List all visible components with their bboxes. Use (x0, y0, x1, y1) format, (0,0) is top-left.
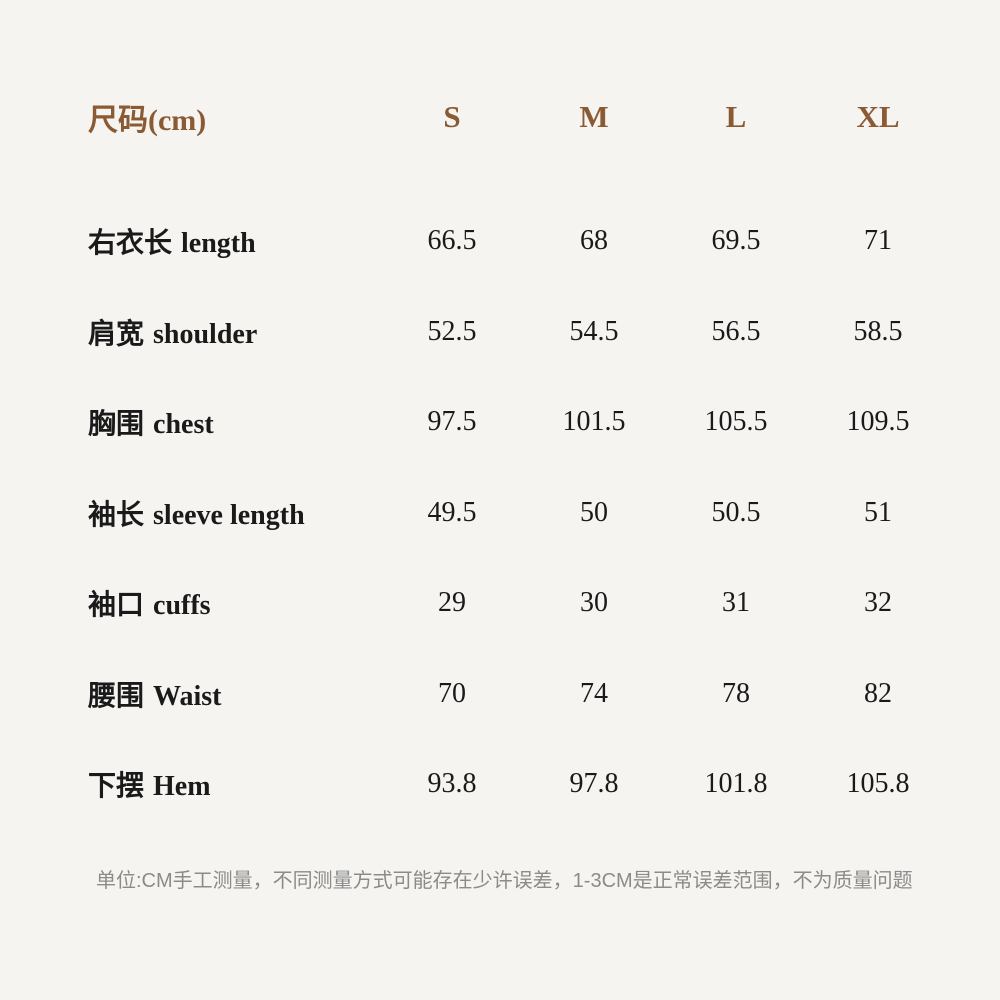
cell-value: 78 (722, 677, 750, 709)
cell-value: 109.5 (846, 406, 910, 438)
row-label-zh: 袖口 (88, 589, 145, 621)
measurement-disclaimer: 单位:CM手工测量，不同测量方式可能存在少许误差，1-3CM是正常误差范围，不为… (96, 870, 913, 892)
cell-value: 52.5 (427, 315, 477, 347)
row-label-zh: 右衣长 (88, 227, 173, 259)
size-column-xl: XL (856, 99, 900, 134)
row-label-zh: 肩宽 (88, 317, 145, 349)
row-label-zh: 腰围 (88, 679, 145, 711)
row-label: 右衣长 length (88, 221, 381, 261)
cell-value: 101.8 (704, 768, 768, 800)
cell-value: 97.5 (427, 406, 477, 438)
table-row-cuffs: 袖口 cuffs 29 30 31 32 (88, 558, 949, 649)
row-label-en: shoulder (153, 318, 258, 350)
cell-value: 105.5 (704, 406, 768, 438)
size-header-unit: (cm) (148, 104, 207, 137)
row-label-zh: 袖长 (88, 498, 145, 530)
table-row-hem: 下摆 Hem 93.8 97.8 101.8 105.8 (88, 739, 949, 830)
cell-value: 71 (864, 225, 892, 257)
cell-value: 68 (580, 225, 608, 257)
row-label: 下摆 Hem (88, 764, 381, 804)
cell-value: 70 (438, 677, 466, 709)
table-row-length: 右衣长 length 66.5 68 69.5 71 (88, 196, 949, 287)
cell-value: 105.8 (846, 768, 910, 800)
cell-value: 31 (722, 587, 750, 619)
row-label: 袖长 sleeve length (88, 493, 381, 533)
row-label-en: chest (153, 409, 214, 441)
table-row-waist: 腰围 Waist 70 74 78 82 (88, 649, 949, 740)
row-label: 胸围 chest (88, 402, 381, 442)
row-label-en: Waist (153, 680, 222, 712)
cell-value: 29 (438, 587, 466, 619)
cell-value: 74 (580, 677, 608, 709)
cell-value: 101.5 (562, 406, 626, 438)
cell-value: 93.8 (427, 768, 477, 800)
size-column-m: M (579, 99, 609, 134)
cell-value: 30 (580, 587, 608, 619)
row-label-en: sleeve length (153, 499, 305, 531)
cell-value: 51 (864, 496, 892, 528)
cell-value: 69.5 (711, 225, 761, 257)
row-label-en: cuffs (153, 590, 211, 622)
row-label: 腰围 Waist (88, 674, 381, 714)
cell-value: 97.8 (569, 768, 619, 800)
row-label: 肩宽 shoulder (88, 312, 381, 352)
row-label-zh: 胸围 (88, 408, 145, 440)
cell-value: 58.5 (853, 315, 903, 347)
size-column-s: S (443, 99, 461, 134)
row-label-en: Hem (153, 771, 211, 803)
size-header-zh: 尺码 (88, 104, 148, 137)
row-label: 袖口 cuffs (88, 583, 381, 623)
table-header-row: 尺码(cm) S M L XL (88, 88, 949, 146)
table-row-chest: 胸围 chest 97.5 101.5 105.5 109.5 (88, 377, 949, 468)
size-header-label: 尺码(cm) (88, 95, 381, 139)
cell-value: 32 (864, 587, 892, 619)
cell-value: 54.5 (569, 315, 619, 347)
size-column-l: L (725, 99, 747, 134)
table-row-sleeve-length: 袖长 sleeve length 49.5 50 50.5 51 (88, 468, 949, 559)
cell-value: 82 (864, 677, 892, 709)
row-label-zh: 下摆 (88, 770, 145, 802)
cell-value: 50.5 (711, 496, 761, 528)
cell-value: 49.5 (427, 496, 477, 528)
cell-value: 56.5 (711, 315, 761, 347)
table-row-shoulder: 肩宽 shoulder 52.5 54.5 56.5 58.5 (88, 287, 949, 378)
row-label-en: length (181, 228, 256, 260)
cell-value: 50 (580, 496, 608, 528)
size-table: 尺码(cm) S M L XL 右衣长 length 66.5 68 69.5 7… (88, 88, 949, 830)
cell-value: 66.5 (427, 225, 477, 257)
